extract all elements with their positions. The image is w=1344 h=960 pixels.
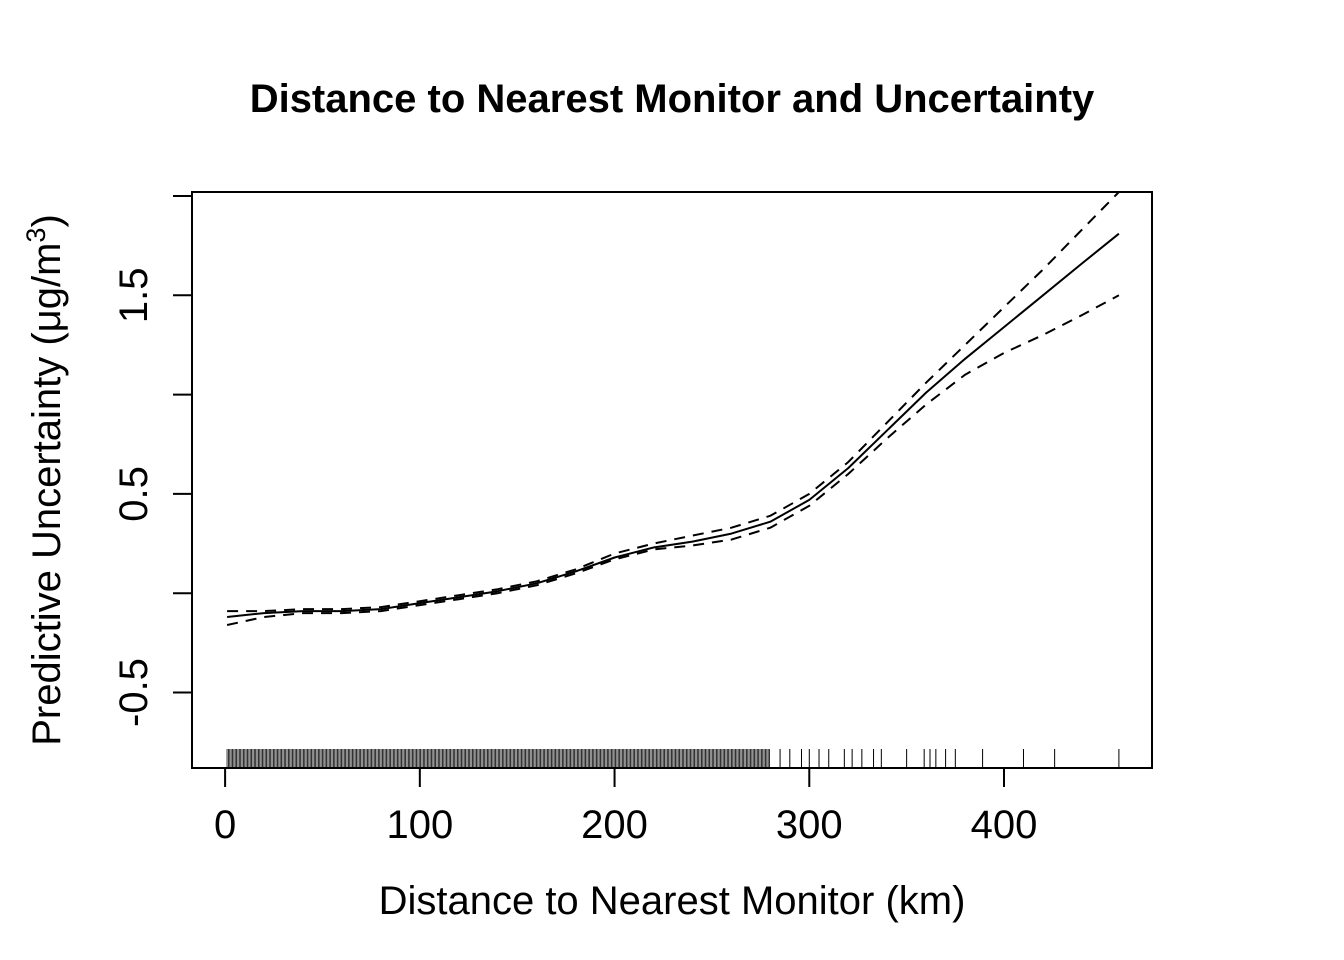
y-axis-label-unit: g/m	[25, 243, 69, 310]
y-tick-label: 0.5	[112, 466, 156, 522]
x-tick-label: 200	[581, 803, 648, 847]
chart-title: Distance to Nearest Monitor and Uncertai…	[250, 77, 1095, 121]
x-tick-label: 0	[214, 803, 236, 847]
y-axis: -0.5 0.5 1.5	[112, 194, 193, 727]
y-tick-label: -0.5	[112, 658, 156, 727]
y-axis-label-main: Predictive Uncertainty (	[25, 332, 69, 746]
y-tick-label: 1.5	[112, 267, 156, 323]
y-axis-label-close: )	[25, 214, 69, 227]
x-tick-label: 100	[386, 803, 453, 847]
fitted-line	[226, 232, 1120, 618]
y-axis-label: Predictive Uncertainty (μg/m3)	[21, 214, 69, 746]
y-axis-label-superscript: 3	[21, 228, 51, 243]
x-tick-label: 300	[776, 803, 843, 847]
x-tick-label: 400	[971, 803, 1038, 847]
plot-frame	[191, 191, 1153, 769]
x-axis: 0 100 200 300 400	[214, 767, 1038, 847]
y-axis-label-mu: μ	[25, 309, 69, 332]
series-lines	[226, 191, 1120, 626]
upper-band-line	[227, 191, 1120, 613]
x-axis-label: Distance to Nearest Monitor (km)	[379, 879, 966, 923]
lower-band-line	[226, 294, 1120, 626]
rug-marks	[226, 749, 1120, 768]
